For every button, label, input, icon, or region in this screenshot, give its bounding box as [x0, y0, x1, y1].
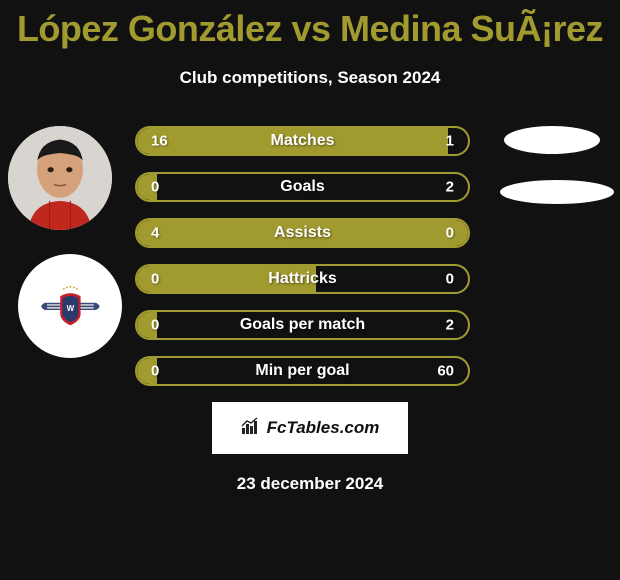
stat-right-value: 60: [437, 363, 454, 380]
stat-rows: 16 1 Matches 0 2 Goals 4 0 Assists 0 0 Hattricks 0 2 G…: [135, 126, 470, 386]
stat-bar: 16 1 Matches: [135, 126, 470, 156]
stat-row: 0 60 Min per goal: [135, 356, 470, 386]
stats-container: W 161Matches02Goals40Assists00Hattricks0…: [0, 126, 620, 386]
chart-icon: [241, 417, 263, 440]
right-pill-2: [500, 180, 614, 204]
stat-right-value: 0: [446, 225, 454, 242]
stat-row: 0 0 Hattricks: [135, 264, 470, 294]
stat-bar: 0 2 Goals per match: [135, 310, 470, 340]
stat-left-value: 0: [151, 363, 159, 380]
stat-right-value: 2: [446, 179, 454, 196]
stat-label: Goals per match: [240, 316, 365, 334]
stat-row: 0 2 Goals: [135, 172, 470, 202]
stat-left-value: 16: [151, 133, 168, 150]
stat-row: 16 1 Matches: [135, 126, 470, 156]
right-pill-1: [504, 126, 600, 154]
stat-right-value: 0: [446, 271, 454, 288]
stat-right-value: 1: [446, 133, 454, 150]
stat-row: 4 0 Assists: [135, 218, 470, 248]
stat-bar: 0 60 Min per goal: [135, 356, 470, 386]
stat-bar: 4 0 Assists: [135, 218, 470, 248]
stat-left-value: 0: [151, 317, 159, 334]
stat-bar: 0 0 Hattricks: [135, 264, 470, 294]
subtitle: Club competitions, Season 2024: [0, 68, 620, 88]
stat-right-value: 2: [446, 317, 454, 334]
player2-badge: W: [18, 254, 122, 358]
player1-avatar: [8, 126, 112, 230]
stat-left-value: 4: [151, 225, 159, 242]
stat-row: 0 2 Goals per match: [135, 310, 470, 340]
stat-left-value: 0: [151, 179, 159, 196]
stat-left-value: 0: [151, 271, 159, 288]
stat-label: Goals: [280, 178, 324, 196]
stat-bar: 0 2 Goals: [135, 172, 470, 202]
footer-date: 23 december 2024: [0, 474, 620, 494]
stat-label: Hattricks: [268, 270, 336, 288]
branding-box[interactable]: FcTables.com: [212, 402, 408, 454]
svg-text:W: W: [66, 303, 74, 312]
branding-label: FcTables.com: [267, 418, 380, 438]
stat-label: Assists: [274, 224, 331, 242]
page-title: López González vs Medina SuÃ¡rez: [0, 0, 620, 50]
stat-label: Matches: [270, 132, 334, 150]
stat-label: Min per goal: [255, 362, 349, 380]
